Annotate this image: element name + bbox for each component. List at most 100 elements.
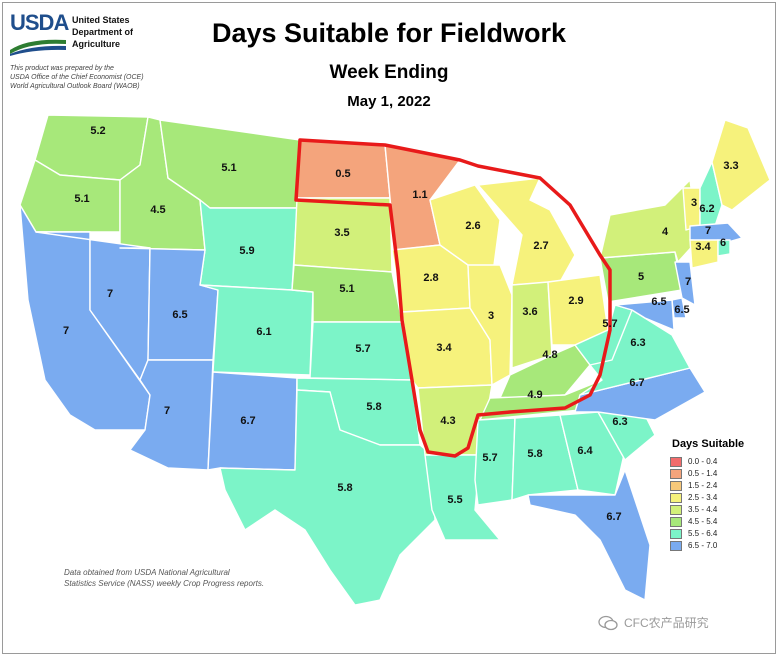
state-value-OR: 5.1 bbox=[74, 193, 89, 205]
watermark: CFC农产品研究 bbox=[598, 614, 709, 631]
legend-swatch bbox=[670, 492, 682, 503]
map-date: May 1, 2022 bbox=[347, 93, 431, 110]
state-value-WA: 5.2 bbox=[90, 125, 105, 137]
map-title: Days Suitable for Fieldwork bbox=[211, 18, 567, 48]
state-value-MS: 5.7 bbox=[482, 452, 497, 464]
state-MS bbox=[474, 417, 516, 506]
state-value-NJ: 7 bbox=[685, 276, 691, 288]
agency-name-line: United States bbox=[72, 15, 130, 25]
source-note-line: Statistics Service (NASS) weekly Crop Pr… bbox=[64, 579, 265, 588]
legend-item: 0.5 - 1.4 bbox=[670, 468, 770, 479]
state-value-MT: 5.1 bbox=[221, 162, 236, 174]
legend-label: 4.5 - 5.4 bbox=[688, 517, 718, 526]
highlight-region-outline bbox=[294, 138, 612, 458]
state-CT bbox=[689, 239, 719, 269]
legend-title: Days Suitable bbox=[672, 438, 745, 450]
state-NY bbox=[599, 179, 699, 263]
state-VT bbox=[682, 187, 701, 231]
state-value-NE: 5.1 bbox=[339, 283, 354, 295]
legend-swatch bbox=[670, 504, 682, 515]
state-value-OK: 5.8 bbox=[366, 401, 381, 413]
state-NJ bbox=[674, 261, 696, 306]
state-MD bbox=[614, 299, 675, 331]
legend-label: 0.5 - 1.4 bbox=[688, 469, 718, 478]
source-note-line: Data obtained from USDA National Agricul… bbox=[64, 568, 230, 577]
state-value-SC: 6.3 bbox=[612, 416, 627, 428]
state-value-KS: 5.7 bbox=[355, 343, 370, 355]
state-value-MA: 7 bbox=[705, 225, 711, 237]
state-value-PA: 5 bbox=[638, 271, 644, 283]
state-FL bbox=[527, 469, 651, 601]
source-note: Data obtained from USDA National Agricul… bbox=[64, 567, 304, 589]
state-value-VA: 6.3 bbox=[630, 337, 645, 349]
state-value-DE: 6.5 bbox=[674, 304, 689, 316]
state-value-IA: 2.8 bbox=[423, 272, 438, 284]
legend-item: 5.5 - 6.4 bbox=[670, 528, 770, 539]
agency-name-line: Agriculture bbox=[72, 39, 121, 49]
usda-swoosh-icon bbox=[10, 39, 66, 56]
legend-swatch bbox=[670, 540, 682, 551]
state-value-WY: 5.9 bbox=[239, 245, 254, 257]
state-IL bbox=[467, 264, 513, 386]
state-value-WV: 5.7 bbox=[602, 318, 617, 330]
legend-label: 1.5 - 2.4 bbox=[688, 481, 718, 490]
legend-item: 2.5 - 3.4 bbox=[670, 492, 770, 503]
legend-item: 1.5 - 2.4 bbox=[670, 480, 770, 491]
legend-swatch bbox=[670, 480, 682, 491]
state-value-TX: 5.8 bbox=[337, 482, 352, 494]
state-value-FL: 6.7 bbox=[606, 511, 621, 523]
state-value-NH: 6.2 bbox=[699, 203, 714, 215]
state-value-GA: 6.4 bbox=[577, 445, 593, 457]
agency-name: United States Department of Agriculture bbox=[72, 14, 192, 50]
state-value-CO: 6.1 bbox=[256, 326, 271, 338]
map-subtitle: Week Ending bbox=[329, 62, 449, 83]
legend-label: 2.5 - 3.4 bbox=[688, 493, 718, 502]
legend-swatch bbox=[670, 468, 682, 479]
legend-label: 0.0 - 0.4 bbox=[688, 457, 718, 466]
usda-logo: USDA United States Department of Agricul… bbox=[10, 10, 210, 90]
legend-swatch bbox=[670, 516, 682, 527]
usda-wordmark: USDA bbox=[10, 10, 69, 35]
state-value-TN: 4.9 bbox=[527, 389, 542, 401]
state-value-ME: 3.3 bbox=[723, 160, 738, 172]
state-value-NY: 4 bbox=[662, 226, 669, 238]
state-value-UT: 6.5 bbox=[172, 309, 187, 321]
state-value-SD: 3.5 bbox=[334, 227, 349, 239]
state-value-CT: 3.4 bbox=[695, 241, 711, 253]
state-value-NC: 6.7 bbox=[629, 377, 644, 389]
prepared-by-note: This product was prepared by the USDA Of… bbox=[10, 64, 210, 91]
state-value-WI: 2.6 bbox=[465, 220, 480, 232]
legend-label: 5.5 - 6.4 bbox=[688, 529, 718, 538]
state-value-MI: 2.7 bbox=[533, 240, 548, 252]
legend-label: 6.5 - 7.0 bbox=[688, 541, 718, 550]
legend-item: 0.0 - 0.4 bbox=[670, 456, 770, 467]
state-value-NM: 6.7 bbox=[240, 415, 255, 427]
state-value-MO: 3.4 bbox=[436, 342, 452, 354]
legend-swatch bbox=[670, 456, 682, 467]
state-MA bbox=[689, 222, 743, 243]
state-AL bbox=[511, 414, 579, 501]
legend-item: 4.5 - 5.4 bbox=[670, 516, 770, 527]
state-value-NV: 7 bbox=[107, 288, 113, 300]
state-value-AZ: 7 bbox=[164, 405, 170, 417]
state-NH bbox=[699, 161, 723, 227]
state-value-KY: 4.8 bbox=[542, 349, 557, 361]
legend-item: 3.5 - 4.4 bbox=[670, 504, 770, 515]
state-RI bbox=[717, 239, 731, 257]
state-value-MD: 6.5 bbox=[651, 296, 666, 308]
prepared-note-line: World Agricultural Outlook Board (WAOB) bbox=[10, 83, 140, 90]
agency-name-line: Department of bbox=[72, 27, 134, 37]
state-value-ID: 4.5 bbox=[150, 204, 165, 216]
state-ME bbox=[711, 119, 771, 211]
state-value-ND: 0.5 bbox=[335, 168, 350, 180]
legend-swatch bbox=[670, 528, 682, 539]
prepared-note-line: USDA Office of the Chief Economist (OCE) bbox=[10, 74, 144, 81]
state-value-OH: 2.9 bbox=[568, 295, 583, 307]
state-value-VT: 3 bbox=[691, 197, 697, 209]
state-value-MN: 1.1 bbox=[412, 189, 427, 201]
state-value-AL: 5.8 bbox=[527, 448, 542, 460]
prepared-note-line: This product was prepared by the bbox=[10, 65, 114, 72]
legend-label: 3.5 - 4.4 bbox=[688, 505, 718, 514]
state-MI bbox=[477, 177, 576, 286]
state-value-AR: 4.3 bbox=[440, 415, 455, 427]
